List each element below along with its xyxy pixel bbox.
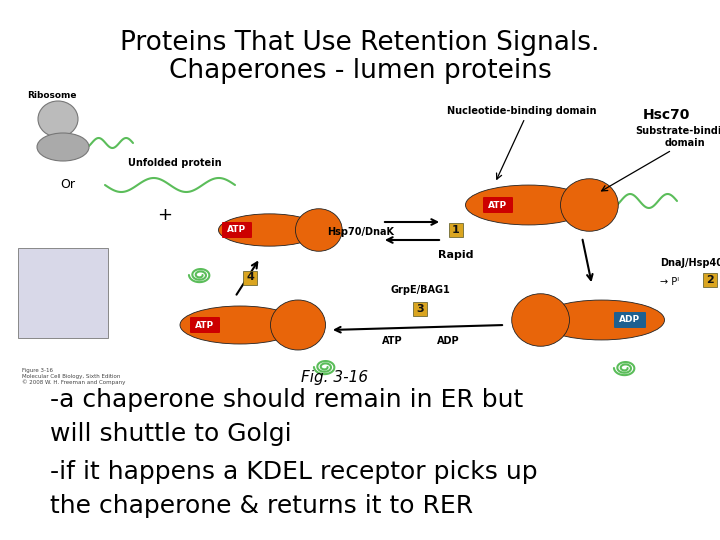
Text: Rapid: Rapid xyxy=(438,250,474,260)
Text: → Pᴵ: → Pᴵ xyxy=(660,277,679,287)
Text: 1: 1 xyxy=(452,225,460,235)
Text: will shuttle to Golgi: will shuttle to Golgi xyxy=(50,422,292,446)
Ellipse shape xyxy=(38,101,78,137)
Text: Substrate-binding
domain: Substrate-binding domain xyxy=(635,126,720,148)
Text: the chaperone & returns it to RER: the chaperone & returns it to RER xyxy=(50,494,473,518)
Text: ATP: ATP xyxy=(488,200,508,210)
Text: ADP: ADP xyxy=(619,315,641,325)
Text: Unfolded protein: Unfolded protein xyxy=(128,158,222,168)
Ellipse shape xyxy=(539,300,665,340)
Ellipse shape xyxy=(512,294,570,346)
Text: DnaJ/Hsp40: DnaJ/Hsp40 xyxy=(660,258,720,268)
Ellipse shape xyxy=(180,306,300,344)
Text: Figure 3-16
Molecular Cell Biology, Sixth Edition
© 2008 W. H. Freeman and Compa: Figure 3-16 Molecular Cell Biology, Sixt… xyxy=(22,368,125,386)
Ellipse shape xyxy=(271,300,325,350)
Text: -a chaperone should remain in ER but: -a chaperone should remain in ER but xyxy=(50,388,523,412)
Text: ATP: ATP xyxy=(228,226,246,234)
FancyBboxPatch shape xyxy=(483,197,513,213)
Text: Hsc70: Hsc70 xyxy=(643,108,690,122)
Ellipse shape xyxy=(466,185,592,225)
Text: +: + xyxy=(158,206,173,224)
Text: ADP: ADP xyxy=(437,336,459,346)
Ellipse shape xyxy=(295,209,342,251)
Text: GrpE/BAG1: GrpE/BAG1 xyxy=(390,285,450,295)
Text: Hsp70/DnaK: Hsp70/DnaK xyxy=(327,227,394,237)
FancyBboxPatch shape xyxy=(190,317,220,333)
Text: Proteins That Use Retention Signals.: Proteins That Use Retention Signals. xyxy=(120,30,600,56)
Text: Ribosome: Ribosome xyxy=(27,91,77,100)
Text: ATP: ATP xyxy=(195,321,215,329)
Text: 2: 2 xyxy=(706,275,714,285)
FancyBboxPatch shape xyxy=(18,248,108,338)
Text: Chaperones - lumen proteins: Chaperones - lumen proteins xyxy=(168,58,552,84)
Text: Fig. 3-16: Fig. 3-16 xyxy=(302,370,369,385)
FancyBboxPatch shape xyxy=(222,222,252,238)
FancyBboxPatch shape xyxy=(449,223,463,237)
FancyBboxPatch shape xyxy=(614,312,646,328)
FancyBboxPatch shape xyxy=(703,273,717,287)
Text: ATP: ATP xyxy=(382,336,402,346)
FancyBboxPatch shape xyxy=(243,271,257,285)
Text: 4: 4 xyxy=(246,273,254,282)
Ellipse shape xyxy=(218,214,320,246)
Text: -if it happens a KDEL receptor picks up: -if it happens a KDEL receptor picks up xyxy=(50,460,538,484)
Text: 3: 3 xyxy=(416,304,424,314)
Text: Nucleotide-binding domain: Nucleotide-binding domain xyxy=(447,106,597,116)
FancyBboxPatch shape xyxy=(413,302,427,316)
Text: Or: Or xyxy=(60,179,76,192)
Ellipse shape xyxy=(561,179,618,231)
Ellipse shape xyxy=(37,133,89,161)
